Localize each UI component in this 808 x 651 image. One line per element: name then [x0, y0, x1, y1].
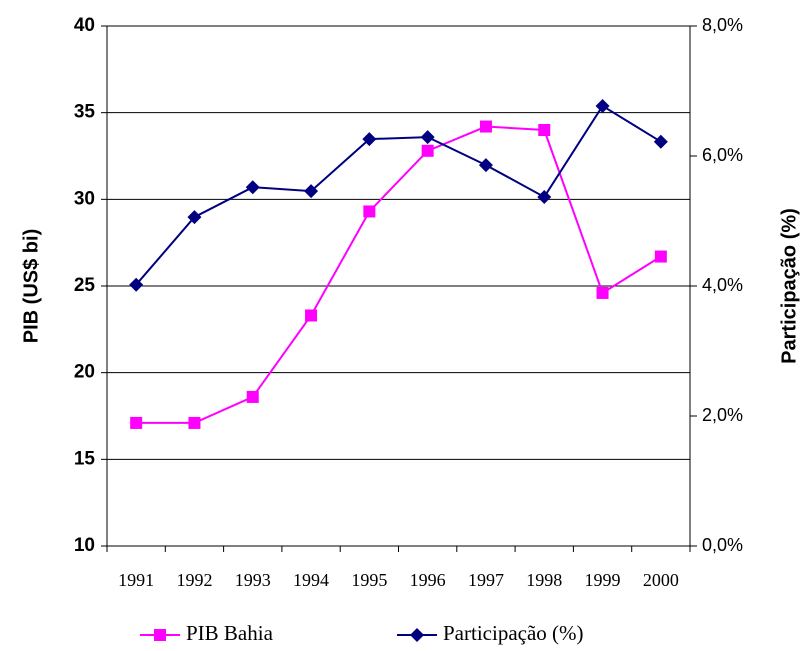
y-tick-label: 40	[74, 15, 95, 36]
point	[478, 158, 493, 173]
y2-tick-label: 6,0%	[702, 145, 743, 165]
y-axis-title: PIB (US$ bi)	[20, 229, 42, 343]
point	[537, 189, 552, 204]
point	[654, 250, 667, 263]
point	[130, 416, 143, 429]
x-tick-label: 1994	[293, 570, 329, 590]
y2-tick-label: 2,0%	[702, 405, 743, 425]
y2-tick-label: 8,0%	[702, 15, 743, 35]
point	[479, 120, 492, 133]
legend-marker	[154, 629, 166, 641]
point	[188, 416, 201, 429]
point	[363, 205, 376, 218]
y2-axis-title: Participação (%)	[778, 208, 800, 364]
legend-label: PIB Bahia	[186, 621, 274, 645]
x-tick-label: 1997	[468, 570, 504, 590]
point	[653, 134, 668, 149]
x-tick-label: 1993	[235, 570, 271, 590]
point	[596, 286, 609, 299]
y-tick-label: 30	[74, 188, 95, 209]
point	[595, 98, 610, 113]
point	[538, 124, 551, 136]
x-tick-label: 1996	[410, 570, 446, 590]
point	[187, 210, 202, 225]
y2-tick-label: 0,0%	[702, 535, 743, 555]
x-tick-label: 1995	[351, 570, 387, 590]
point	[420, 130, 435, 145]
legend-label: Participação (%)	[443, 621, 584, 645]
point	[304, 184, 319, 199]
x-tick-label: 2000	[643, 570, 679, 590]
point	[246, 390, 259, 403]
y2-tick-label: 4,0%	[702, 275, 743, 295]
point	[129, 277, 144, 292]
x-tick-label: 1998	[526, 570, 562, 590]
x-tick-label: 1991	[118, 570, 154, 590]
point	[421, 144, 434, 157]
series-line	[135, 104, 662, 286]
y-tick-label: 20	[74, 362, 95, 383]
x-tick-label: 1999	[585, 570, 621, 590]
point	[305, 309, 318, 322]
point	[245, 180, 260, 195]
point	[362, 132, 377, 147]
y-tick-label: 35	[74, 102, 96, 123]
series-line	[136, 125, 662, 424]
y-tick-label: 25	[74, 275, 96, 296]
legend-marker	[410, 628, 424, 642]
y-tick-label: 15	[74, 448, 96, 469]
x-tick-label: 1992	[176, 570, 212, 590]
y-tick-label: 10	[74, 535, 95, 556]
